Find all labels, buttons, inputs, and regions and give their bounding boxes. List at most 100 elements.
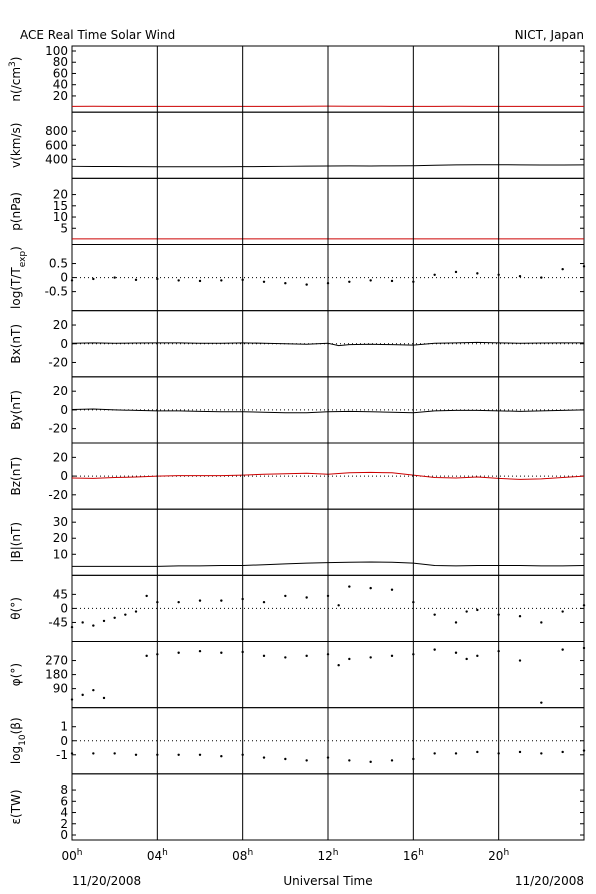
y-axis-label-bx: Bx(nT): [9, 324, 23, 364]
data-point-theta: [476, 608, 479, 612]
data-point-theta: [177, 600, 180, 604]
data-point-theta: [337, 604, 340, 607]
data-point-theta: [348, 585, 351, 588]
data-point-beta: [433, 752, 436, 755]
data-point-phi: [369, 656, 372, 659]
y-tick-label-bx: -20: [48, 355, 68, 369]
data-point-phi: [81, 693, 84, 697]
data-point-logT: [134, 278, 138, 282]
x-tick-label: 20h: [488, 848, 509, 863]
data-point-theta: [582, 604, 586, 607]
data-point-logT: [348, 280, 351, 283]
data-point-theta: [81, 621, 84, 624]
data-point-logT: [540, 276, 543, 279]
data-point-theta: [220, 599, 223, 602]
y-tick-label-v: 400: [45, 152, 68, 166]
y-tick-label-n: 40: [53, 78, 68, 92]
y-axis-label-by: By(nT): [9, 390, 23, 430]
chart-credit: NICT, Japan: [515, 28, 584, 42]
y-tick-label-eps: 0: [60, 828, 68, 842]
data-point-beta: [284, 757, 287, 761]
data-point-theta: [454, 621, 458, 624]
y-tick-label-bx: 0: [60, 337, 68, 351]
data-point-phi: [433, 648, 436, 651]
y-tick-label-bz: 20: [53, 450, 68, 464]
y-tick-label-eps: 4: [60, 806, 68, 820]
data-point-logT: [284, 282, 287, 285]
y-tick-label-b: 10: [53, 547, 68, 561]
y-axis-label-p: p(nPa): [9, 192, 23, 231]
y-tick-label-p: 5: [60, 221, 68, 235]
x-axis-title: Universal Time: [283, 874, 372, 888]
y-tick-label-by: -20: [48, 422, 68, 436]
data-point-logT: [518, 274, 522, 278]
y-tick-label-n: 60: [53, 66, 68, 80]
data-point-logT: [582, 265, 586, 268]
data-point-logT: [369, 279, 372, 282]
chart-title: ACE Real Time Solar Wind: [20, 28, 175, 42]
y-tick-label-by: 0: [60, 403, 68, 417]
data-point-theta: [390, 588, 394, 591]
data-point-beta: [220, 754, 223, 758]
y-tick-label-phi: 90: [53, 682, 68, 696]
data-point-beta: [540, 752, 543, 755]
data-point-logT: [113, 276, 116, 279]
y-tick-label-beta: 1: [60, 720, 68, 734]
y-tick-label-n: 100: [45, 44, 68, 58]
data-point-theta: [124, 613, 127, 616]
data-point-phi: [145, 654, 148, 658]
data-point-phi: [70, 698, 74, 701]
data-point-theta: [561, 610, 564, 613]
data-point-beta: [177, 753, 180, 756]
y-tick-label-bx: 20: [53, 318, 68, 332]
data-point-logT: [92, 277, 95, 281]
x-tick-label: 16h: [403, 848, 424, 863]
y-tick-label-b: 30: [53, 515, 68, 529]
x-tick-label: 08h: [232, 848, 253, 863]
data-point-beta: [561, 750, 564, 754]
data-point-beta: [476, 750, 479, 754]
y-tick-label-phi: 180: [45, 668, 68, 682]
data-point-logT: [454, 270, 458, 274]
data-point-phi: [92, 688, 95, 692]
data-point-beta: [113, 752, 116, 755]
data-point-theta: [134, 610, 138, 613]
data-point-logT: [476, 272, 479, 275]
data-point-beta: [198, 753, 202, 756]
data-point-logT: [433, 273, 436, 276]
y-tick-label-theta: -45: [48, 615, 68, 629]
data-point-logT: [305, 283, 308, 286]
data-point-phi: [582, 646, 586, 650]
y-axis-label-eps: ε(TW): [9, 789, 23, 824]
data-point-theta: [262, 600, 266, 604]
data-point-beta: [92, 752, 95, 755]
data-point-beta: [262, 756, 266, 759]
y-tick-label-eps: 8: [60, 783, 68, 797]
data-point-phi: [262, 654, 266, 658]
data-point-logT: [220, 279, 223, 282]
data-point-beta: [454, 752, 458, 755]
data-point-phi: [476, 654, 479, 658]
y-tick-label-beta: 0: [60, 734, 68, 748]
footer-date-right: 11/20/2008: [515, 874, 584, 888]
data-point-theta: [102, 619, 106, 623]
data-point-logT: [198, 279, 202, 283]
data-point-phi: [465, 657, 468, 661]
data-point-theta: [113, 616, 116, 619]
data-point-phi: [102, 696, 106, 700]
y-tick-label-bz: 0: [60, 469, 68, 483]
data-point-phi: [337, 664, 340, 667]
data-point-phi: [177, 651, 180, 654]
x-tick-label: 00h: [62, 848, 83, 863]
data-point-logT: [262, 280, 266, 283]
y-tick-label-theta: 45: [53, 587, 68, 601]
data-point-beta: [134, 753, 138, 756]
data-point-beta: [348, 759, 351, 762]
data-point-phi: [198, 649, 202, 653]
data-point-theta: [198, 599, 202, 602]
y-axis-label-bz: Bz(nT): [9, 457, 23, 496]
data-point-phi: [284, 656, 287, 659]
data-point-beta: [369, 760, 372, 764]
y-tick-label-n: 20: [53, 89, 68, 103]
data-point-theta: [284, 594, 287, 598]
